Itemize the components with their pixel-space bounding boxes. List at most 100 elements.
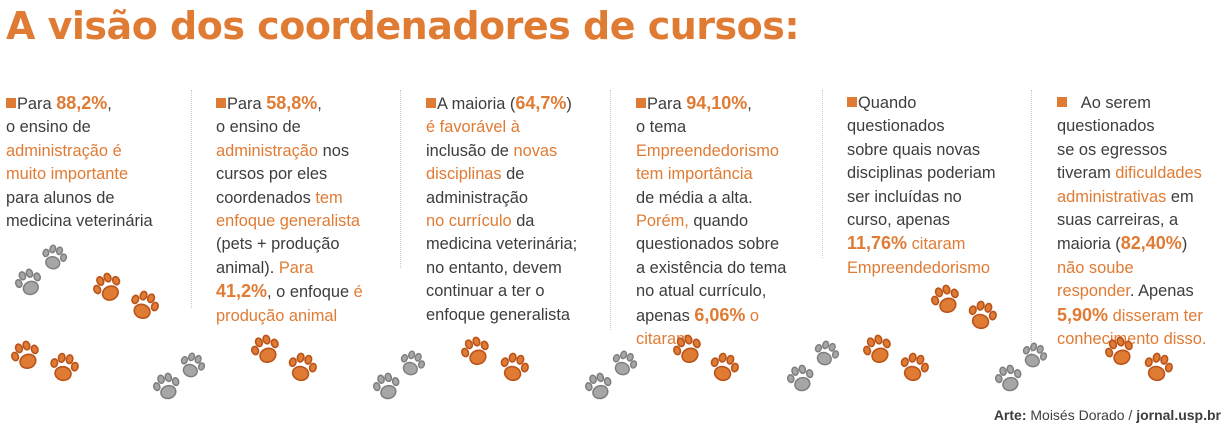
bullet-square-icon xyxy=(1057,97,1067,107)
column-divider xyxy=(610,90,611,330)
text-segment: no atual currículo, xyxy=(636,282,766,300)
credit-site: jornal.usp.br xyxy=(1136,407,1221,423)
paw-print-icon xyxy=(857,329,898,370)
column-1: Para 88,2%,o ensino deadministração émui… xyxy=(6,92,153,233)
infographic-title: A visão dos coordenadores de cursos: xyxy=(6,4,799,48)
text-segment: A maioria ( xyxy=(437,95,515,113)
text-segment: não soube xyxy=(1057,259,1134,277)
paw-print-icon xyxy=(45,349,82,386)
text-segment: da xyxy=(512,212,535,230)
bullet-square-icon xyxy=(636,98,646,108)
text-segment: animal). xyxy=(216,259,279,277)
text-segment: maioria ( xyxy=(1057,235,1121,253)
text-segment: Porém, xyxy=(636,212,689,230)
text-segment: (pets + produção xyxy=(216,235,339,253)
text-segment: . Apenas xyxy=(1130,282,1194,300)
text-segment: , xyxy=(107,95,112,113)
text-segment: quando xyxy=(689,212,748,230)
text-segment: de média a alta. xyxy=(636,189,753,207)
text-segment: coordenados xyxy=(216,189,315,207)
credit-author: Moisés Dorado / xyxy=(1026,407,1136,423)
text-segment: , xyxy=(317,95,322,113)
text-segment: curso, apenas xyxy=(847,211,950,229)
text-segment: , o enfoque xyxy=(267,283,354,301)
column-5: Quando questionados sobre quais novas disci… xyxy=(847,92,996,280)
text-segment: ) xyxy=(1182,235,1187,253)
column-divider xyxy=(1031,90,1032,354)
text-segment: apenas xyxy=(636,307,694,325)
stat-value: 5,90% xyxy=(1057,305,1108,325)
text-segment: Empreendedorismo xyxy=(636,142,779,160)
text-segment: ) xyxy=(566,95,571,113)
text-segment: o xyxy=(745,307,759,325)
bullet-square-icon xyxy=(6,98,16,108)
bullet-square-icon xyxy=(426,98,436,108)
text-segment: tem importância xyxy=(636,165,753,183)
bullet-square-icon xyxy=(216,98,226,108)
column-divider xyxy=(822,90,823,258)
text-segment: Empreendedorismo xyxy=(847,259,990,277)
text-segment: disciplinas poderiam xyxy=(847,164,996,182)
column-4: Para 94,10%,o temaEmpreendedorismotem im… xyxy=(636,92,786,351)
text-segment: questionados xyxy=(847,117,945,135)
paw-print-icon xyxy=(962,296,1001,335)
stat-value: 11,76% xyxy=(847,233,907,253)
text-segment: tem xyxy=(315,189,342,207)
text-segment: sobre quais novas xyxy=(847,141,980,159)
text-segment: disseram ter xyxy=(1108,307,1203,325)
text-segment: medicina veterinária xyxy=(6,212,153,230)
paw-print-icon xyxy=(1138,348,1177,387)
paw-print-icon xyxy=(5,335,46,376)
text-segment: o ensino de xyxy=(6,118,91,136)
stat-value: 6,06% xyxy=(694,305,745,325)
text-segment: novas xyxy=(513,142,557,160)
text-segment: de xyxy=(502,165,525,183)
text-segment: Quando xyxy=(858,94,916,112)
paw-print-icon xyxy=(455,331,496,372)
text-segment: tiveram xyxy=(1057,164,1115,182)
text-segment: a existência do tema xyxy=(636,259,786,277)
paw-print-icon xyxy=(704,348,743,387)
text-segment: responder xyxy=(1057,282,1130,300)
text-segment: dificuldades xyxy=(1115,164,1202,182)
text-segment: é xyxy=(354,283,363,301)
credit-line: Arte: Moisés Dorado / jornal.usp.br xyxy=(994,407,1221,423)
text-segment: no currículo xyxy=(426,212,512,230)
text-segment: disciplinas xyxy=(426,165,502,183)
text-segment: inclusão de xyxy=(426,142,513,160)
stat-value: 41,2% xyxy=(216,281,267,301)
text-segment: questionados xyxy=(1057,117,1155,135)
text-segment: , xyxy=(747,95,752,113)
text-segment: é favorável à xyxy=(426,118,520,136)
text-segment: administração é xyxy=(6,142,122,160)
paw-print-icon xyxy=(245,329,286,370)
text-segment: questionados sobre xyxy=(636,235,779,253)
paw-print-icon xyxy=(783,361,820,398)
column-2: Para 58,8%,o ensino deadministração nosc… xyxy=(216,92,363,328)
text-segment: o ensino de xyxy=(216,118,301,136)
text-segment: em xyxy=(1166,188,1193,206)
text-segment: continuar a ter o xyxy=(426,282,544,300)
paw-print-icon xyxy=(894,348,933,387)
text-segment: produção animal xyxy=(216,307,337,325)
text-segment: Para xyxy=(17,95,56,113)
text-segment: citaram xyxy=(907,235,965,253)
text-segment: se os egressos xyxy=(1057,141,1167,159)
stat-value: 64,7% xyxy=(515,93,566,113)
text-segment: administrativas xyxy=(1057,188,1166,206)
text-segment: nos xyxy=(318,142,349,160)
paw-print-icon xyxy=(37,241,71,275)
paw-print-icon xyxy=(494,348,533,387)
column-divider xyxy=(400,90,401,268)
text-segment: muito importante xyxy=(6,165,128,183)
text-segment: Para xyxy=(279,259,314,277)
text-segment: enfoque generalista xyxy=(426,306,570,324)
paw-print-icon xyxy=(123,285,164,326)
text-segment: suas carreiras, a xyxy=(1057,211,1178,229)
paw-print-icon xyxy=(282,348,321,387)
text-segment: Para xyxy=(647,95,686,113)
text-segment: enfoque generalista xyxy=(216,212,360,230)
text-segment: ser incluídas no xyxy=(847,188,962,206)
text-segment: Para xyxy=(227,95,266,113)
text-segment: cursos por eles xyxy=(216,165,327,183)
